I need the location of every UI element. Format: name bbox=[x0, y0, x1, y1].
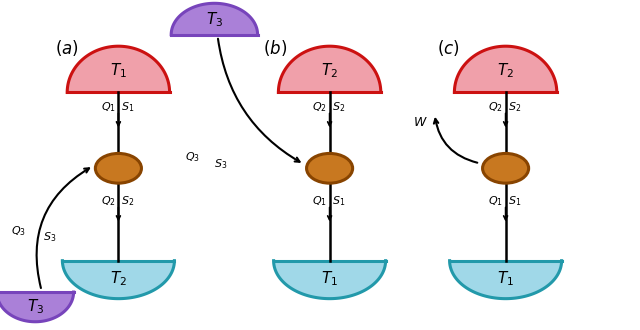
Text: $T_1$: $T_1$ bbox=[321, 270, 338, 288]
Polygon shape bbox=[172, 3, 258, 35]
Ellipse shape bbox=[95, 153, 141, 183]
Ellipse shape bbox=[307, 153, 353, 183]
Text: $Q_2$: $Q_2$ bbox=[312, 100, 327, 114]
Polygon shape bbox=[454, 46, 557, 92]
Text: $T_1$: $T_1$ bbox=[497, 270, 514, 288]
Text: $(a)$: $(a)$ bbox=[55, 38, 79, 58]
Text: $W$: $W$ bbox=[413, 115, 428, 129]
Text: $S_2$: $S_2$ bbox=[121, 194, 134, 208]
Text: $Q_1$: $Q_1$ bbox=[101, 100, 116, 114]
Text: $Q_3$: $Q_3$ bbox=[185, 150, 200, 164]
Text: $S_1$: $S_1$ bbox=[121, 100, 134, 114]
Ellipse shape bbox=[483, 153, 529, 183]
Text: $T_2$: $T_2$ bbox=[321, 61, 338, 80]
Text: $Q_1$: $Q_1$ bbox=[488, 194, 503, 208]
Text: $S_3$: $S_3$ bbox=[43, 231, 56, 245]
Text: $T_2$: $T_2$ bbox=[110, 270, 127, 288]
Text: $Q_1$: $Q_1$ bbox=[312, 194, 327, 208]
Text: $S_2$: $S_2$ bbox=[508, 100, 522, 114]
Polygon shape bbox=[63, 261, 174, 299]
Text: $Q_2$: $Q_2$ bbox=[101, 194, 116, 208]
Polygon shape bbox=[67, 46, 170, 92]
Text: $S_3$: $S_3$ bbox=[214, 157, 227, 171]
Polygon shape bbox=[274, 261, 385, 299]
Polygon shape bbox=[0, 292, 74, 322]
Text: $(b)$: $(b)$ bbox=[263, 38, 287, 58]
Text: $T_3$: $T_3$ bbox=[206, 10, 223, 29]
Polygon shape bbox=[450, 261, 562, 299]
Polygon shape bbox=[278, 46, 381, 92]
Text: $S_1$: $S_1$ bbox=[332, 194, 346, 208]
Text: $T_2$: $T_2$ bbox=[497, 61, 514, 80]
Text: $S_2$: $S_2$ bbox=[332, 100, 346, 114]
Text: $Q_3$: $Q_3$ bbox=[11, 224, 26, 238]
Text: $(c)$: $(c)$ bbox=[436, 38, 460, 58]
Text: $Q_2$: $Q_2$ bbox=[488, 100, 503, 114]
Text: $T_3$: $T_3$ bbox=[27, 297, 44, 316]
Text: $T_1$: $T_1$ bbox=[110, 61, 127, 80]
Text: $S_1$: $S_1$ bbox=[508, 194, 522, 208]
